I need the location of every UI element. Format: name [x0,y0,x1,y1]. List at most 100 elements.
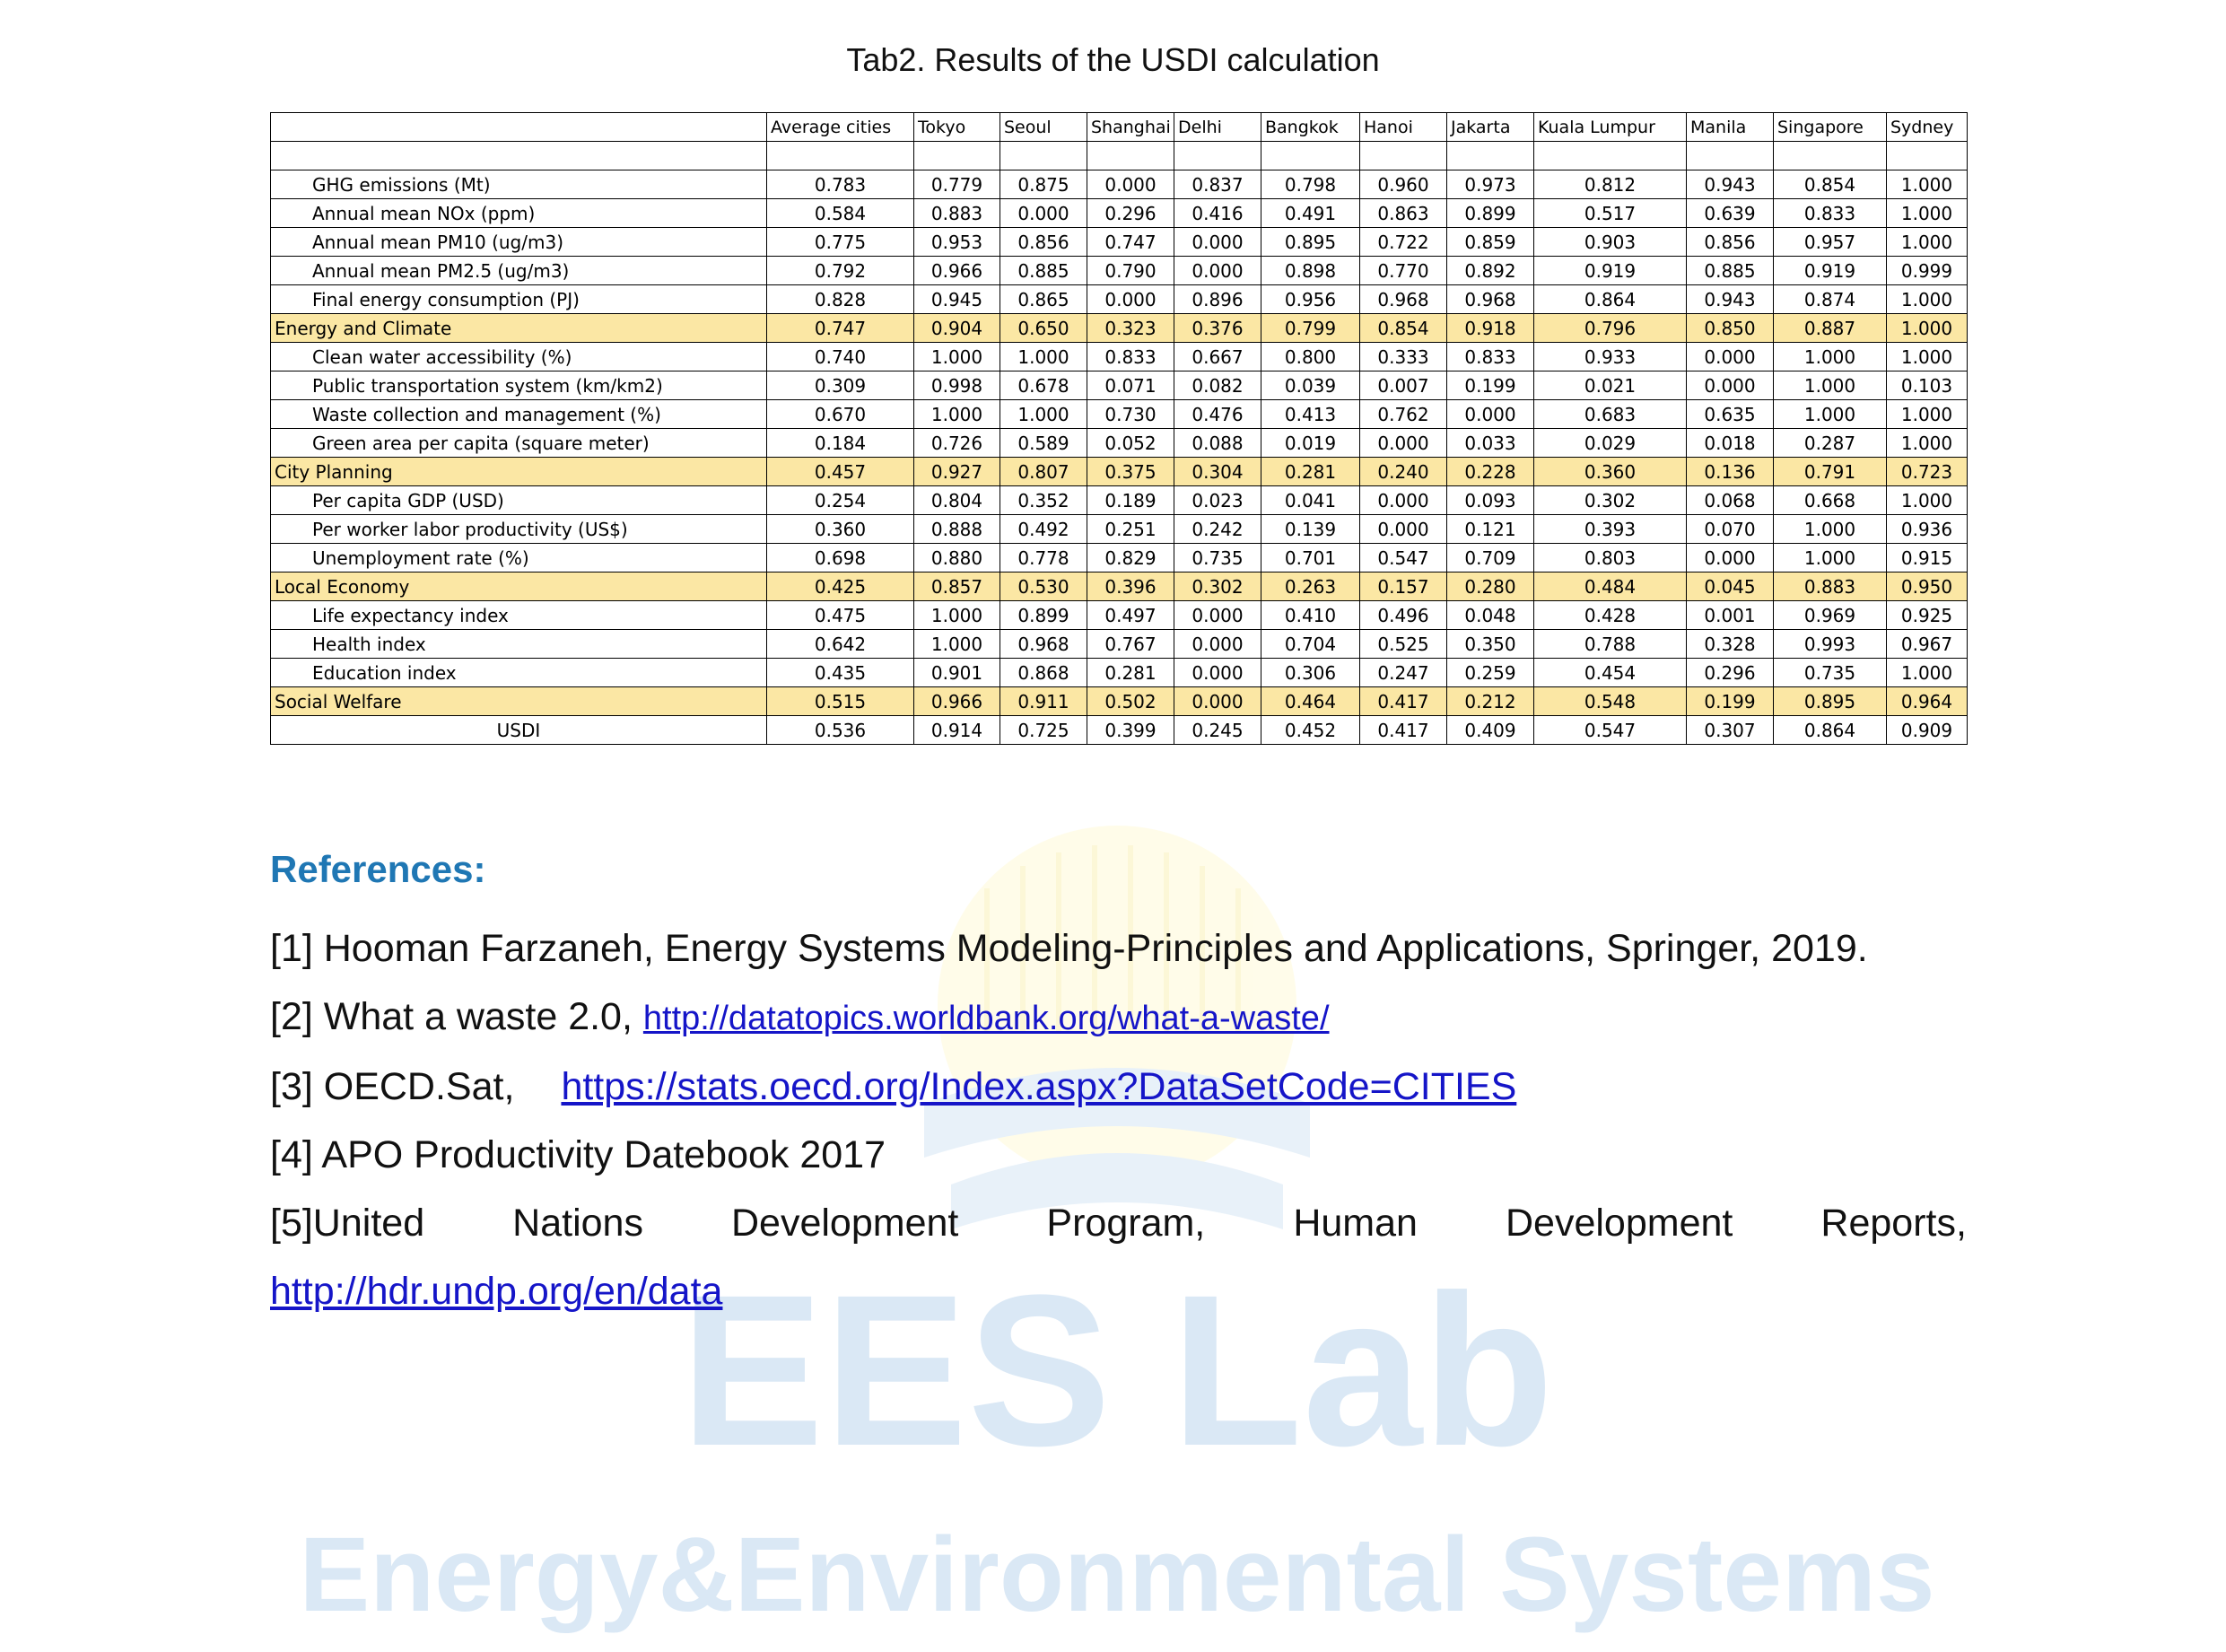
value-cell: 0.000 [1359,514,1447,544]
value-cell: 0.723 [1886,457,1968,486]
category-row: Social Welfare 0.515 0.966 0.911 0.502 0.000 0… [270,686,1968,716]
value-cell: 0.045 [1686,572,1774,601]
value-cell: 0.968 [1446,284,1534,314]
value-cell: 0.033 [1446,428,1534,458]
column-header: Delhi [1174,112,1261,142]
value-cell: 0.945 [913,284,1000,314]
row-label: Unemployment rate (%) [270,543,767,573]
value-cell: 0.896 [1174,284,1261,314]
value-cell: 0.399 [1087,715,1174,745]
value-cell: 0.918 [1446,313,1534,343]
row-label: Per capita GDP (USD) [270,485,767,515]
value-cell: 0.409 [1446,715,1534,745]
value-cell: 0.837 [1174,170,1261,199]
value-cell: 0.964 [1886,686,1968,716]
value-cell: 0.082 [1174,371,1261,400]
value-cell: 0.139 [1261,514,1360,544]
value-cell: 0.000 [1359,428,1447,458]
value-cell: 0.536 [766,715,914,745]
reference-5-word: Development [731,1202,959,1245]
value-cell: 0.240 [1359,457,1447,486]
value-cell: 0.417 [1359,686,1447,716]
row-label: GHG emissions (Mt) [270,170,767,199]
value-cell: 0.093 [1446,485,1534,515]
value-cell: 0.306 [1261,658,1360,687]
value-cell: 0.895 [1773,686,1887,716]
row-label: Annual mean NOx (ppm) [270,198,767,228]
reference-5-word: Nations [512,1202,643,1245]
value-cell: 0.000 [1686,371,1774,400]
row-label: Health index [270,629,767,659]
value-cell: 0.212 [1446,686,1534,716]
column-header: Tokyo [913,112,1000,142]
value-cell: 0.709 [1446,543,1534,573]
category-row: Local Economy 0.425 0.857 0.530 0.396 0.302 0.… [270,572,1968,601]
value-cell: 1.000 [913,629,1000,659]
row-label: Social Welfare [270,686,767,716]
value-cell: 0.788 [1533,629,1687,659]
value-cell: 0.914 [913,715,1000,745]
column-header: Sydney [1886,112,1968,142]
value-cell: 0.464 [1261,686,1360,716]
value-cell: 0.950 [1886,572,1968,601]
value-cell: 0.525 [1359,629,1447,659]
value-cell: 1.000 [1886,658,1968,687]
value-cell: 0.103 [1886,371,1968,400]
value-cell: 1.000 [1773,399,1887,429]
reference-5-link-line: http://hdr.undp.org/en/data [270,1257,1967,1325]
value-cell: 0.425 [766,572,914,601]
reference-3-link[interactable]: https://stats.oecd.org/Index.aspx?DataSe… [561,1065,1517,1108]
value-cell: 0.281 [1087,658,1174,687]
value-cell: 0.883 [1773,572,1887,601]
watermark-subtitle: Energy&Environmental Systems [299,1516,1934,1634]
value-cell: 0.678 [1000,371,1087,400]
value-cell: 0.254 [766,485,914,515]
value-cell: 0.491 [1261,198,1360,228]
row-label: Public transportation system (km/km2) [270,371,767,400]
value-cell: 1.000 [1886,428,1968,458]
column-header: Average cities [766,112,914,142]
value-cell: 0.021 [1533,371,1687,400]
value-cell: 0.792 [766,256,914,285]
table-caption: Tab2. Results of the USDI calculation [846,41,1380,78]
row-label: Waste collection and management (%) [270,399,767,429]
value-cell: 0.000 [1087,284,1174,314]
value-cell: 0.121 [1446,514,1534,544]
value-cell: 0.547 [1533,715,1687,745]
value-cell: 1.000 [913,600,1000,630]
table-blank-row [270,141,1968,170]
value-cell: 0.452 [1261,715,1360,745]
table-row: Education index 0.435 0.901 0.868 0.281 0.000… [270,658,1968,687]
row-label: Green area per capita (square meter) [270,428,767,458]
value-cell: 0.998 [913,371,1000,400]
reference-2-link[interactable]: http://datatopics.worldbank.org/what-a-w… [642,1000,1330,1037]
table-row: Annual mean PM2.5 (ug/m3) 0.792 0.966 0.885… [270,256,1968,285]
value-cell: 0.667 [1174,342,1261,371]
row-label: Local Economy [270,572,767,601]
value-cell: 0.722 [1359,227,1447,257]
reference-2: [2] What a waste 2.0, http://datatopics.… [270,983,1967,1053]
value-cell: 0.901 [913,658,1000,687]
value-cell: 0.783 [766,170,914,199]
row-label: Clean water accessibility (%) [270,342,767,371]
value-cell: 1.000 [1773,342,1887,371]
column-header: Jakarta [1446,112,1534,142]
value-cell: 0.530 [1000,572,1087,601]
references-section: References: [1] Hooman Farzaneh, Energy … [270,848,1967,1325]
value-cell: 0.307 [1686,715,1774,745]
value-cell: 0.000 [1174,256,1261,285]
value-cell: 0.807 [1000,457,1087,486]
value-cell: 0.798 [1261,170,1360,199]
reference-5-link[interactable]: http://hdr.undp.org/en/data [270,1270,723,1313]
value-cell: 0.953 [913,227,1000,257]
value-cell: 0.296 [1686,658,1774,687]
value-cell: 0.854 [1359,313,1447,343]
row-label: City Planning [270,457,767,486]
value-cell: 0.833 [1773,198,1887,228]
value-cell: 0.068 [1686,485,1774,515]
value-cell: 1.000 [1000,342,1087,371]
value-cell: 1.000 [1886,198,1968,228]
value-cell: 0.296 [1087,198,1174,228]
value-cell: 0.029 [1533,428,1687,458]
